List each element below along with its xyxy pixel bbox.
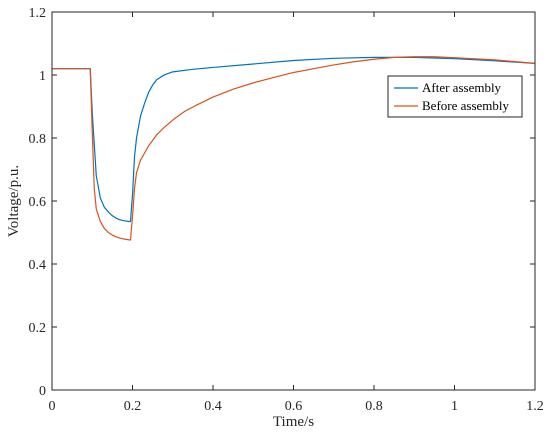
legend-box bbox=[387, 75, 523, 118]
y-tick-label: 0.6 bbox=[29, 195, 47, 210]
legend-label-after-assembly: After assembly bbox=[422, 80, 502, 95]
ticks-layer: 0 0.2 0.4 0.6 0.8 1 1.2 0 0.2 0.4 0.6 0.8 1 1.2 bbox=[29, 6, 544, 414]
series-line-after-assembly bbox=[52, 56, 536, 223]
y-tick-label: 0.8 bbox=[29, 132, 47, 147]
x-tick-label: 0.8 bbox=[365, 399, 383, 414]
x-tick-label: 0.4 bbox=[204, 399, 222, 414]
x-tick-label: 0.2 bbox=[124, 399, 142, 414]
x-tick-label: 1.2 bbox=[526, 399, 544, 414]
legend: After assembly Before assembly bbox=[387, 75, 523, 118]
y-tick-label: 1.2 bbox=[29, 6, 47, 21]
y-axis-title: Voltage/p.u. bbox=[6, 165, 22, 237]
series-line-before-assembly bbox=[52, 56, 536, 241]
y-tick-label: 1 bbox=[39, 69, 46, 84]
y-tick-label: 0.2 bbox=[29, 321, 47, 336]
y-tick-label: 0 bbox=[39, 384, 46, 399]
x-axis-title: Time/s bbox=[273, 414, 314, 430]
y-tick-label: 0.4 bbox=[29, 258, 47, 273]
x-tick-label: 0.6 bbox=[285, 399, 303, 414]
x-tick-label: 1 bbox=[451, 399, 458, 414]
legend-label-before-assembly: Before assembly bbox=[422, 98, 510, 113]
x-tick-label: 0 bbox=[49, 399, 56, 414]
series-layer bbox=[52, 56, 536, 241]
plot-area bbox=[52, 12, 535, 390]
